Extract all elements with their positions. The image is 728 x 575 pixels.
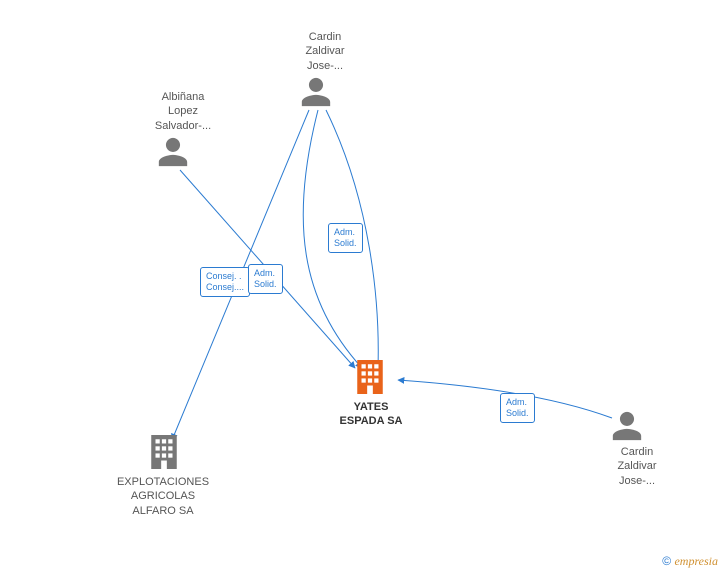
footer-attribution: © empresia xyxy=(662,554,718,569)
brand-name: empresia xyxy=(674,554,718,568)
node-label: Cardin Zaldivar Jose-... xyxy=(602,445,672,488)
building-icon xyxy=(353,357,387,402)
edge-label: Adm. Solid. xyxy=(500,393,535,423)
node-label: Cardin Zaldivar Jose-... xyxy=(290,30,360,73)
node-label: Albiñana Lopez Salvador-... xyxy=(148,90,218,133)
node-label: YATES ESPADA SA xyxy=(331,400,411,429)
edge-label: Adm. Solid. xyxy=(328,223,363,253)
copyright-symbol: © xyxy=(662,554,671,568)
person-icon xyxy=(156,135,190,174)
node-person-albinana[interactable]: Albiñana Lopez Salvador-... xyxy=(148,90,218,133)
node-company-explotaciones[interactable]: EXPLOTACIONES AGRICOLAS ALFARO SA xyxy=(108,475,218,518)
person-icon xyxy=(299,75,333,114)
edge-label: Consej. . Consej.... xyxy=(200,267,250,297)
node-company-yates[interactable]: YATES ESPADA SA xyxy=(331,400,411,429)
edge-label: Adm. Solid. xyxy=(248,264,283,294)
person-icon xyxy=(610,409,644,448)
node-person-cardin-top[interactable]: Cardin Zaldivar Jose-... xyxy=(290,30,360,73)
node-label: EXPLOTACIONES AGRICOLAS ALFARO SA xyxy=(108,475,218,518)
building-icon xyxy=(147,432,181,477)
node-person-cardin-right[interactable]: Cardin Zaldivar Jose-... xyxy=(602,445,672,488)
